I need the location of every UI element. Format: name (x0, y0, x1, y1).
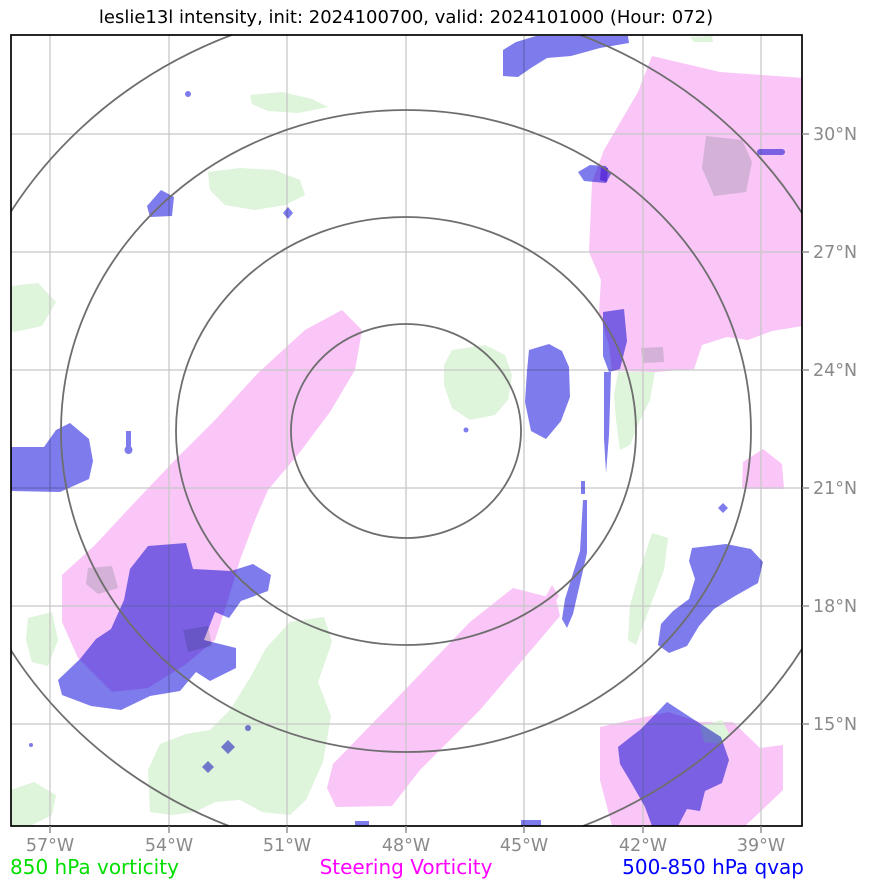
y-tick-label: 21°N (813, 479, 857, 499)
qvap-region (503, 36, 629, 77)
range-ring-2 (175, 216, 637, 646)
legend-vorticity-850: 850 hPa vorticity (10, 855, 179, 879)
qvap-dot (283, 207, 293, 219)
vorticity-region (628, 533, 668, 645)
gray-patch (702, 136, 752, 196)
qvap-dot (221, 740, 235, 754)
page-title: leslie13l intensity, init: 2024100700, v… (99, 7, 713, 28)
grid-lines (11, 35, 802, 826)
qvap-region (58, 543, 271, 710)
qvap-region (147, 190, 174, 217)
vorticity-region (250, 92, 328, 113)
legend: 850 hPa vorticity Steering Vorticity 500… (10, 855, 804, 879)
qvap-layer (11, 36, 785, 826)
x-tick-label: 48°W (382, 836, 430, 856)
y-tick-label: 27°N (813, 243, 857, 263)
range-ring-3 (60, 109, 752, 753)
qvap-dash (521, 820, 541, 826)
vorticity-region (208, 168, 305, 210)
qvap-region (658, 544, 763, 653)
y-axis-labels: 30°N 27°N 24°N 21°N 18°N 15°N (813, 125, 857, 735)
x-tick-label: 39°W (737, 836, 785, 856)
x-tick-label: 57°W (26, 836, 74, 856)
x-tick-label: 42°W (619, 836, 667, 856)
steering-region (742, 449, 784, 489)
gray-patch (641, 347, 664, 363)
qvap-dot (463, 427, 469, 433)
qvap-region (618, 702, 729, 826)
qvap-dash (126, 431, 131, 447)
qvap-dot (185, 91, 191, 97)
y-tick-label: 30°N (813, 125, 857, 145)
qvap-region (11, 423, 93, 492)
x-tick-label: 54°W (145, 836, 193, 856)
qvap-dot (245, 725, 251, 731)
qvap-region (604, 372, 611, 473)
qvap-dot (29, 743, 33, 747)
qvap-dot (124, 446, 133, 454)
vorticity-region (690, 36, 713, 42)
qvap-region (525, 344, 570, 439)
gray-patch (86, 566, 118, 594)
y-tick-label: 15°N (813, 715, 857, 735)
vorticity-850-layer (11, 36, 713, 826)
qvap-dot (718, 503, 728, 513)
tick-marks (49, 133, 809, 833)
vorticity-region (11, 782, 56, 826)
vorticity-region (148, 617, 332, 815)
x-tick-label: 51°W (263, 836, 311, 856)
qvap-dark-nub (600, 167, 608, 182)
x-axis-labels: 57°W 54°W 51°W 48°W 45°W 42°W 39°W (26, 836, 785, 856)
legend-qvap: 500-850 hPa qvap (622, 855, 804, 879)
qvap-dot (202, 761, 214, 773)
range-ring-1 (290, 323, 522, 539)
qvap-dash (355, 821, 369, 826)
qvap-dark-accents (600, 167, 608, 182)
y-tick-label: 24°N (813, 361, 857, 381)
x-tick-label: 45°W (500, 836, 548, 856)
qvap-dash (757, 149, 785, 155)
vorticity-region (11, 283, 56, 332)
legend-steering-vorticity: Steering Vorticity (320, 855, 493, 879)
steering-region (589, 56, 802, 372)
y-tick-label: 18°N (813, 597, 857, 617)
qvap-dash (581, 481, 585, 494)
qvap-region (562, 500, 587, 628)
range-rings (11, 35, 802, 826)
